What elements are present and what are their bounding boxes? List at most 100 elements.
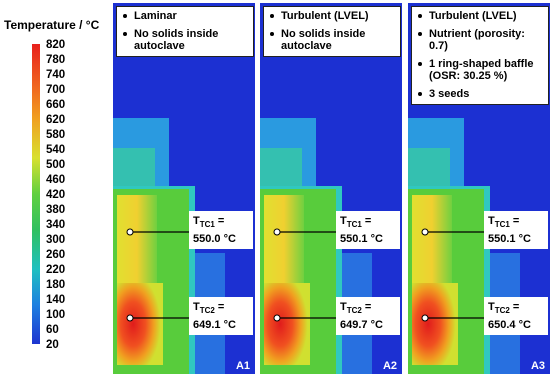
note-text: Laminar (134, 10, 177, 22)
tc-name: TTC2 = (488, 300, 548, 318)
field-hot (264, 283, 310, 365)
tc-equals: = (512, 215, 520, 227)
note: 3 seeds (416, 88, 544, 100)
colorbar-tick-label: 540 (46, 144, 66, 156)
tc-equals: = (512, 301, 520, 313)
tc-value: 650.4 °C (488, 319, 531, 332)
thermocouple (126, 228, 134, 236)
tc-subscript: TC1 (199, 220, 215, 230)
tc-value: 550.1 °C (340, 233, 383, 246)
note: Laminar (121, 10, 249, 22)
panel-id: A1 (235, 360, 250, 372)
note-text: No solids inside autoclave (281, 28, 366, 52)
colorbar-tick-label: 180 (46, 279, 66, 291)
info-box: Turbulent (LVEL) Nutrient (porosity: 0.7)… (411, 6, 549, 105)
colorbar-tick-label: 220 (46, 264, 66, 276)
colorbar-tick-label: 380 (46, 204, 66, 216)
simulation-panel: TTC1 = 550.0 °C TTC2 = 649.1 °C Laminar No so… (113, 3, 255, 374)
thermocouple (273, 314, 281, 322)
note-text: 3 seeds (429, 88, 470, 100)
colorbar-tick-label: 20 (46, 339, 59, 351)
tc-name: TTC1 = (488, 214, 548, 232)
tc-symbol: T (193, 215, 200, 227)
tc-symbol: T (488, 301, 495, 313)
simulation-panel: TTC1 = 550.1 °C TTC2 = 650.4 °C Turbulent (L… (408, 3, 550, 374)
tc-symbol: T (340, 215, 347, 227)
note: No solids inside autoclave (121, 28, 249, 52)
thermocouple-label: TTC1 = 550.0 °C (189, 211, 253, 250)
simulation-panel: TTC1 = 550.1 °C TTC2 = 649.7 °C Turbulent (L… (260, 3, 402, 374)
note: Nutrient (porosity: 0.7) (416, 28, 544, 52)
panel-id: A2 (382, 360, 397, 372)
bullet (123, 32, 127, 36)
tc-symbol: T (488, 215, 495, 227)
temperature-field (113, 118, 225, 374)
thermocouple-label: TTC2 = 650.4 °C (484, 297, 548, 336)
thermocouple-label: TTC2 = 649.7 °C (336, 297, 400, 336)
field-hot (412, 283, 458, 365)
field-warm (117, 195, 157, 290)
tc-value: 649.7 °C (340, 319, 383, 332)
colorbar-tick-label: 420 (46, 189, 66, 201)
thermocouple (421, 314, 429, 322)
colorbar-tick-label: 100 (46, 309, 66, 321)
tc-equals: = (217, 215, 225, 227)
note: Turbulent (LVEL) (416, 10, 544, 22)
colorbar-tick-label: 820 (46, 39, 66, 51)
note-text: 1 ring-shaped baffle (OSR: 30.25 %) (429, 58, 534, 82)
colorbar-tick-label: 340 (46, 219, 66, 231)
thermocouple (421, 228, 429, 236)
tc-symbol: T (340, 301, 347, 313)
thermocouple-label: TTC1 = 550.1 °C (336, 211, 400, 250)
colorbar-tick-label: 740 (46, 69, 66, 81)
tc-equals: = (364, 215, 372, 227)
tc-value: 550.1 °C (488, 233, 531, 246)
colorbar (32, 44, 40, 344)
note-text: Turbulent (LVEL) (281, 10, 369, 22)
bullet (418, 32, 422, 36)
tc-name: TTC2 = (340, 300, 400, 318)
colorbar-tick-label: 60 (46, 324, 59, 336)
note-text: Turbulent (LVEL) (429, 10, 517, 22)
tc-subscript: TC2 (494, 306, 510, 316)
info-box: Turbulent (LVEL) No solids inside autocla… (263, 6, 401, 57)
colorbar-tick-label: 580 (46, 129, 66, 141)
thermocouple-label: TTC2 = 649.1 °C (189, 297, 253, 336)
bullet (270, 14, 274, 18)
field-warm (264, 195, 304, 290)
bullet (418, 62, 422, 66)
note: Turbulent (LVEL) (268, 10, 396, 22)
colorbar-tick-label: 620 (46, 114, 66, 126)
bullet (270, 32, 274, 36)
tc-subscript: TC2 (346, 306, 362, 316)
note: 1 ring-shaped baffle (OSR: 30.25 %) (416, 58, 544, 82)
field-warm (412, 195, 452, 290)
info-box: Laminar No solids inside autoclave (116, 6, 254, 57)
tc-subscript: TC1 (494, 220, 510, 230)
note-text: No solids inside autoclave (134, 28, 219, 52)
bullet (418, 14, 422, 18)
colorbar-tick-label: 780 (46, 54, 66, 66)
tc-equals: = (364, 301, 372, 313)
bullet (123, 14, 127, 18)
note: No solids inside autoclave (268, 28, 396, 52)
tc-symbol: T (193, 301, 200, 313)
colorbar-tick-label: 660 (46, 99, 66, 111)
tc-subscript: TC1 (346, 220, 362, 230)
field-hot (117, 283, 163, 365)
thermocouple (273, 228, 281, 236)
thermocouple-label: TTC1 = 550.1 °C (484, 211, 548, 250)
tc-name: TTC1 = (193, 214, 253, 232)
tc-value: 649.1 °C (193, 319, 236, 332)
colorbar-tick-label: 140 (46, 294, 66, 306)
tc-name: TTC1 = (340, 214, 400, 232)
bullet (418, 92, 422, 96)
thermocouple (126, 314, 134, 322)
temperature-field (260, 118, 372, 374)
panel-id: A3 (530, 360, 545, 372)
note-text: Nutrient (porosity: 0.7) (429, 28, 525, 52)
colorbar-tick-label: 460 (46, 174, 66, 186)
tc-value: 550.0 °C (193, 233, 236, 246)
colorbar-title: Temperature / °C (4, 18, 100, 32)
